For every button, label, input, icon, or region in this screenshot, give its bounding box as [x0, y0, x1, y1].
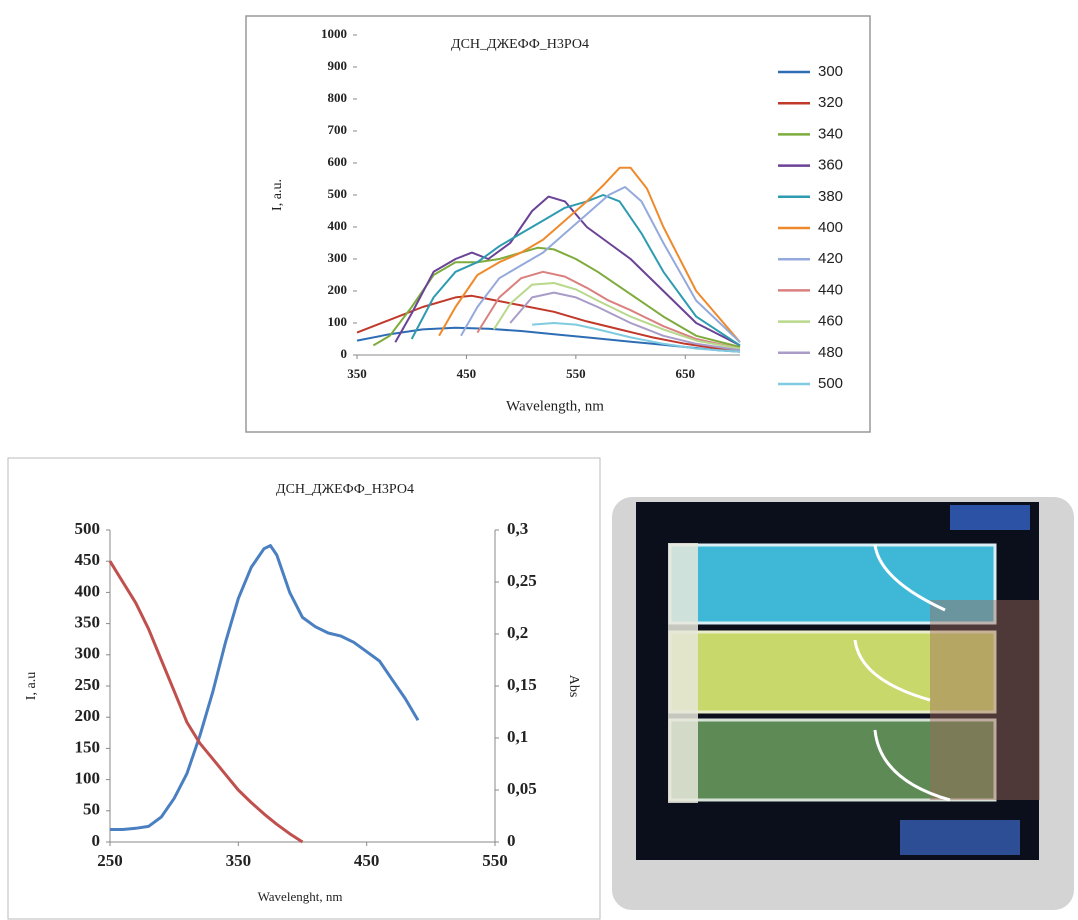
y-tick-label: 400	[328, 218, 348, 233]
y2-tick-label: 0,2	[507, 623, 528, 642]
y-tick-label: 50	[83, 800, 100, 819]
y-tick-label: 0	[341, 346, 348, 361]
x-tick-label: 550	[482, 851, 508, 870]
y-tick-label: 100	[75, 769, 101, 788]
y-tick-label: 700	[328, 122, 348, 137]
x-tick-label: 350	[226, 851, 252, 870]
y-tick-label: 1000	[321, 26, 347, 41]
y2-tick-label: 0	[507, 831, 516, 850]
x-tick-label: 350	[347, 366, 367, 381]
x-tick-label: 650	[676, 366, 696, 381]
y-tick-label: 500	[75, 519, 101, 538]
y-tick-label: 150	[75, 737, 101, 756]
chart-title: ДСН_ДЖЕФФ_Н3РО4	[451, 37, 589, 52]
y2-tick-label: 0,05	[507, 779, 537, 798]
x-tick-label: 450	[354, 851, 380, 870]
page: ДСН_ДЖЕФФ_Н3РО4 Wavelength, nm I, a.u. Д…	[0, 0, 1078, 920]
legend-label: 420	[818, 250, 843, 267]
y-tick-label: 600	[328, 154, 348, 169]
chart-title: ДСН_ДЖЕФФ_Н3РО4	[276, 482, 414, 497]
x-tick-label: 450	[457, 366, 477, 381]
y2-tick-label: 0,25	[507, 571, 537, 590]
legend-label: 360	[818, 157, 843, 174]
legend-label: 400	[818, 219, 843, 236]
y-tick-label: 350	[75, 613, 101, 632]
legend-label: 500	[818, 375, 843, 392]
y2-tick-label: 0,1	[507, 727, 528, 746]
y-axis-label: I, a.u	[24, 672, 39, 700]
legend-label: 480	[818, 344, 843, 361]
y-tick-label: 0	[92, 831, 101, 850]
x-tick-label: 250	[97, 851, 123, 870]
y-tick-label: 500	[328, 186, 348, 201]
legend-label: 440	[818, 281, 843, 298]
photo	[612, 497, 1074, 910]
y-tick-label: 100	[328, 314, 348, 329]
y-tick-label: 200	[75, 706, 101, 725]
y-tick-label: 300	[328, 250, 348, 265]
legend-label: 320	[818, 94, 843, 111]
y-tick-label: 450	[75, 550, 101, 569]
y-tick-label: 400	[75, 581, 101, 600]
y-tick-label: 300	[75, 644, 101, 663]
x-axis-label: Wavelenght, nm	[258, 889, 343, 904]
legend-label: 300	[818, 63, 843, 80]
legend-label: 460	[818, 313, 843, 330]
y-tick-label: 800	[328, 90, 348, 105]
x-tick-label: 550	[566, 366, 586, 381]
legend-label: 380	[818, 188, 843, 205]
y-tick-label: 200	[328, 282, 348, 297]
legend-label: 340	[818, 125, 843, 142]
y2-tick-label: 0,3	[507, 519, 528, 538]
y-tick-label: 250	[75, 675, 101, 694]
y-tick-label: 900	[328, 58, 348, 73]
x-axis-label: Wavelength, nm	[506, 398, 604, 414]
y-axis-label: I, a.u.	[270, 179, 285, 211]
y2-axis-label: Abs	[566, 675, 581, 698]
y2-tick-label: 0,15	[507, 675, 537, 694]
